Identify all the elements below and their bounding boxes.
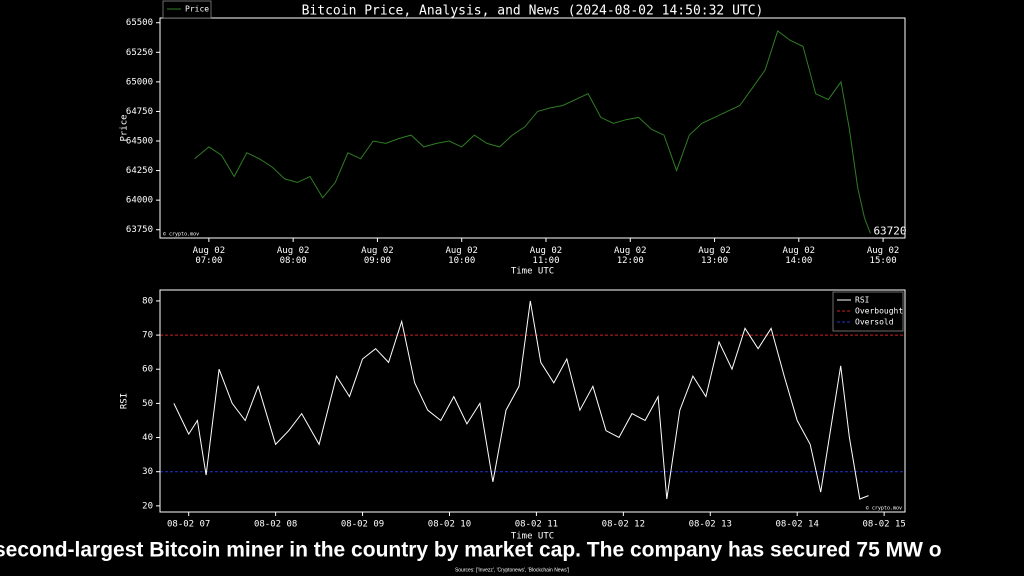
- y-tick-label: 65500: [126, 18, 153, 28]
- y-tick-label: 50: [142, 399, 153, 409]
- x-tick-label: 08-02 12: [602, 520, 645, 530]
- sources: Sources: ['Invezz', 'Cryptonews', 'Block…: [455, 567, 570, 573]
- x-tick-label: 08-02 15: [862, 520, 905, 530]
- line-series: [173, 300, 869, 500]
- x-tick-label: Aug 02 11:00: [530, 246, 563, 266]
- legend-label: Price: [185, 5, 209, 14]
- y-tick-label: 65000: [126, 77, 153, 87]
- legend-label: Oversold: [855, 318, 894, 327]
- x-tick-label: 08-02 10: [428, 520, 471, 530]
- y-tick-label: 64000: [126, 196, 153, 206]
- x-tick-label: Aug 02 14:00: [783, 246, 816, 266]
- y-tick-label: 20: [142, 501, 153, 511]
- y-axis-label: RSI: [120, 393, 130, 409]
- x-tick-label: 08-02 14: [776, 520, 819, 530]
- x-tick-label: Aug 02 13:00: [698, 246, 731, 266]
- x-tick-label: Aug 02 12:00: [614, 246, 647, 266]
- y-tick-label: 40: [142, 433, 153, 443]
- x-axis-label: Time UTC: [511, 267, 554, 277]
- chart-title: Bitcoin Price, Analysis, and News (2024-…: [302, 4, 764, 19]
- last-value-label: 63720: [873, 224, 906, 237]
- y-tick-label: 63750: [126, 225, 153, 235]
- legend-box: [162, 0, 212, 19]
- plot-frame: [159, 289, 906, 513]
- caption: second-largest Bitcoin miner in the coun…: [0, 539, 942, 562]
- x-tick-label: Aug 02 10:00: [445, 246, 478, 266]
- y-tick-label: 60: [142, 365, 153, 375]
- y-tick-label: 80: [142, 296, 153, 306]
- y-tick-label: 30: [142, 467, 153, 477]
- x-tick-label: Aug 02 08:00: [277, 246, 310, 266]
- x-tick-label: Aug 02 09:00: [361, 246, 394, 266]
- y-tick-label: 64500: [126, 137, 153, 147]
- y-tick-label: 64250: [126, 166, 153, 176]
- plot-frame: [159, 17, 906, 239]
- y-tick-label: 64750: [126, 107, 153, 117]
- line-series: [194, 30, 871, 234]
- y-tick-label: 70: [142, 331, 153, 341]
- y-axis-label: Price: [120, 114, 130, 141]
- x-tick-label: Aug 02 15:00: [867, 246, 900, 266]
- y-tick-label: 65250: [126, 48, 153, 58]
- x-tick-label: 08-02 11: [515, 520, 558, 530]
- x-tick-label: Aug 02 07:00: [193, 246, 226, 266]
- watermark: © crypto.mov: [866, 506, 902, 512]
- x-tick-label: 08-02 13: [689, 520, 732, 530]
- x-tick-label: 08-02 07: [167, 520, 210, 530]
- x-tick-label: 08-02 08: [254, 520, 297, 530]
- x-axis-label: Time UTC: [511, 532, 554, 542]
- x-tick-label: 08-02 09: [341, 520, 384, 530]
- legend-label: RSI: [855, 296, 870, 305]
- watermark: © crypto.mov: [163, 232, 199, 238]
- legend-label: Overbought: [855, 307, 903, 316]
